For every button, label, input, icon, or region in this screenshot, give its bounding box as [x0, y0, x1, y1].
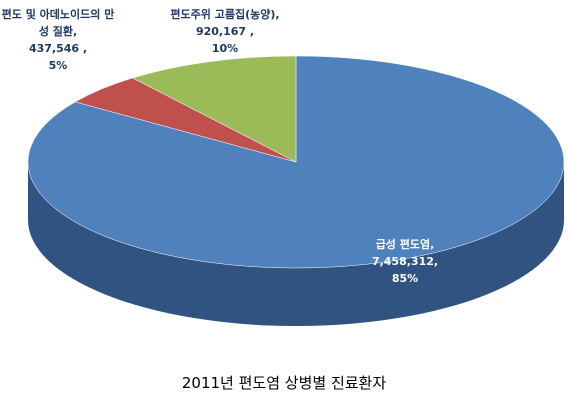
label-line: 85%	[391, 272, 419, 285]
slice-side	[28, 162, 564, 326]
label-line: 10%	[211, 42, 239, 55]
slice-side-shade	[28, 162, 564, 326]
label-line: 920,167 ,	[195, 25, 255, 38]
label-line: 5%	[48, 59, 68, 72]
label-line: 급성 편도염,	[375, 238, 435, 251]
data-label: 편도주위 고름집(농양), 920,167 , 10%	[160, 6, 290, 57]
slice	[131, 55, 297, 163]
chart-title: 2011년 편도염 상병별 진료환자	[181, 374, 387, 392]
data-label: 급성 편도염, 7,458,312, 85%	[340, 236, 470, 287]
label-line: 편도주위 고름집(농양),	[170, 8, 280, 21]
label-line: 7,458,312,	[371, 255, 439, 268]
data-label: 편도 및 아데노이드의 만성 질환, 437,546 , 5%	[0, 6, 118, 74]
label-line: 편도 및 아데노이드의 만성 질환,	[1, 8, 115, 38]
label-line: 437,546 ,	[28, 42, 88, 55]
